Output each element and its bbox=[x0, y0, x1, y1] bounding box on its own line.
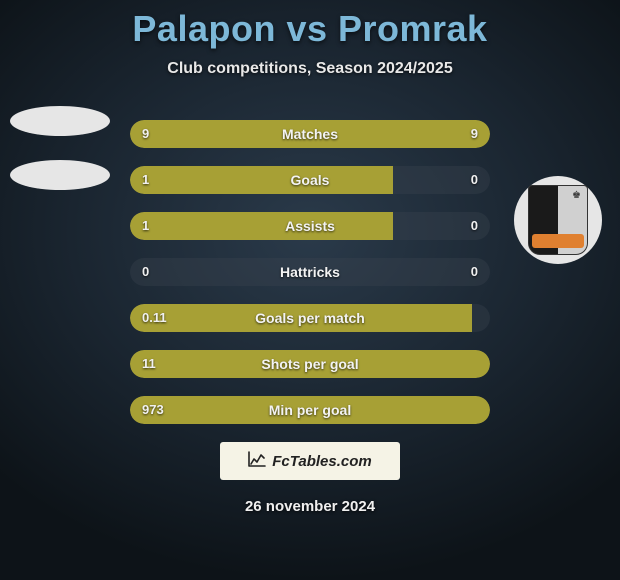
stat-row: 10Goals bbox=[130, 166, 490, 194]
team-crest-icon: ♚ bbox=[528, 185, 588, 255]
stat-row: 99Matches bbox=[130, 120, 490, 148]
stat-label: Shots per goal bbox=[130, 350, 490, 378]
stat-label: Assists bbox=[130, 212, 490, 240]
stat-label: Hattricks bbox=[130, 258, 490, 286]
subtitle: Club competitions, Season 2024/2025 bbox=[0, 60, 620, 78]
player-badge-placeholder-2 bbox=[10, 160, 110, 190]
stats-area: ♚ 99Matches 10Goals 10Assists 00Hattricks 0.… bbox=[0, 118, 620, 428]
chart-icon bbox=[248, 451, 266, 471]
stat-row: 0.11Goals per match bbox=[130, 304, 490, 332]
stat-label: Goals per match bbox=[130, 304, 490, 332]
crest-stripe bbox=[532, 234, 584, 248]
player-badge-placeholder-1 bbox=[10, 106, 110, 136]
team-badge: ♚ bbox=[514, 176, 602, 264]
stat-row: 10Assists bbox=[130, 212, 490, 240]
stat-label: Goals bbox=[130, 166, 490, 194]
stat-label: Matches bbox=[130, 120, 490, 148]
page-title: Palapon vs Promrak bbox=[0, 8, 620, 50]
stat-label: Min per goal bbox=[130, 396, 490, 424]
crown-icon: ♚ bbox=[572, 190, 581, 201]
stat-row: 00Hattricks bbox=[130, 258, 490, 286]
brand-name: FcTables.com bbox=[272, 453, 371, 470]
stat-row: 11Shots per goal bbox=[130, 350, 490, 378]
brand-logo: FcTables.com bbox=[220, 442, 400, 480]
stat-row: 973Min per goal bbox=[130, 396, 490, 424]
left-placeholder-badges bbox=[10, 106, 110, 214]
comparison-bars: 99Matches 10Goals 10Assists 00Hattricks 0.11… bbox=[130, 118, 490, 424]
date-text: 26 november 2024 bbox=[0, 498, 620, 515]
